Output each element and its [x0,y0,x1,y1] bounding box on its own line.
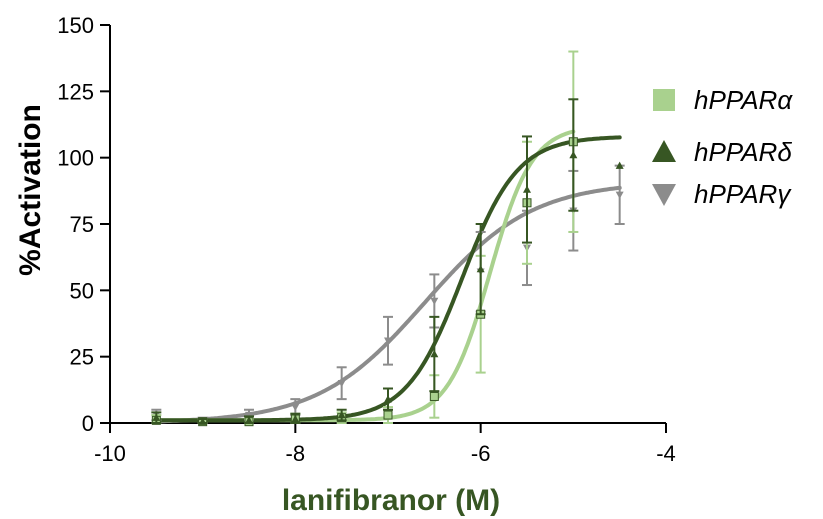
y-tick-label: 150 [57,13,94,38]
data-point [430,297,439,305]
legend-label: hPPARα [694,85,793,115]
data-point [198,417,207,425]
data-point [569,151,578,159]
data-point [615,161,624,169]
x-tick-label: -8 [286,441,306,466]
y-axis-title: %Activation [14,104,47,276]
y-tick-label: 0 [82,411,94,436]
data-point [430,350,439,358]
data-point [476,265,485,273]
data-point [523,185,531,193]
data-point [245,416,253,424]
legend-label: hPPARγ [694,179,792,209]
y-tick-label: 25 [70,345,94,370]
data-point [291,403,300,412]
fit-curve [154,129,576,423]
y-tick-label: 75 [70,212,94,237]
x-tick-label: -4 [656,441,676,466]
fit-curve [154,135,622,423]
data-point [383,410,393,420]
data-points [151,50,625,427]
y-tick-label: 100 [57,146,94,171]
legend-label: hPPARδ [694,137,792,167]
legend: hPPARα hPPARδ hPPARγ [652,85,793,209]
fit-curve [154,185,622,424]
legend-marker [652,184,676,206]
data-point [152,413,161,421]
data-point [615,191,624,199]
data-point [337,411,346,419]
y-tick-label: 50 [70,278,94,303]
x-axis-title: lanifibranor (M) [282,484,500,517]
data-point [384,395,392,403]
data-point [291,415,300,423]
data-point [429,391,439,401]
x-tick-label: -10 [94,441,126,466]
legend-marker [652,140,676,162]
axes: -10 -8 -6 -4 0 25 50 75 100 125 150 [57,13,676,466]
x-tick-label: -6 [471,441,491,466]
fit-curves [154,129,622,424]
y-tick-label: 125 [57,79,94,104]
data-point [337,380,346,388]
legend-marker [653,89,675,111]
data-point [384,337,392,345]
